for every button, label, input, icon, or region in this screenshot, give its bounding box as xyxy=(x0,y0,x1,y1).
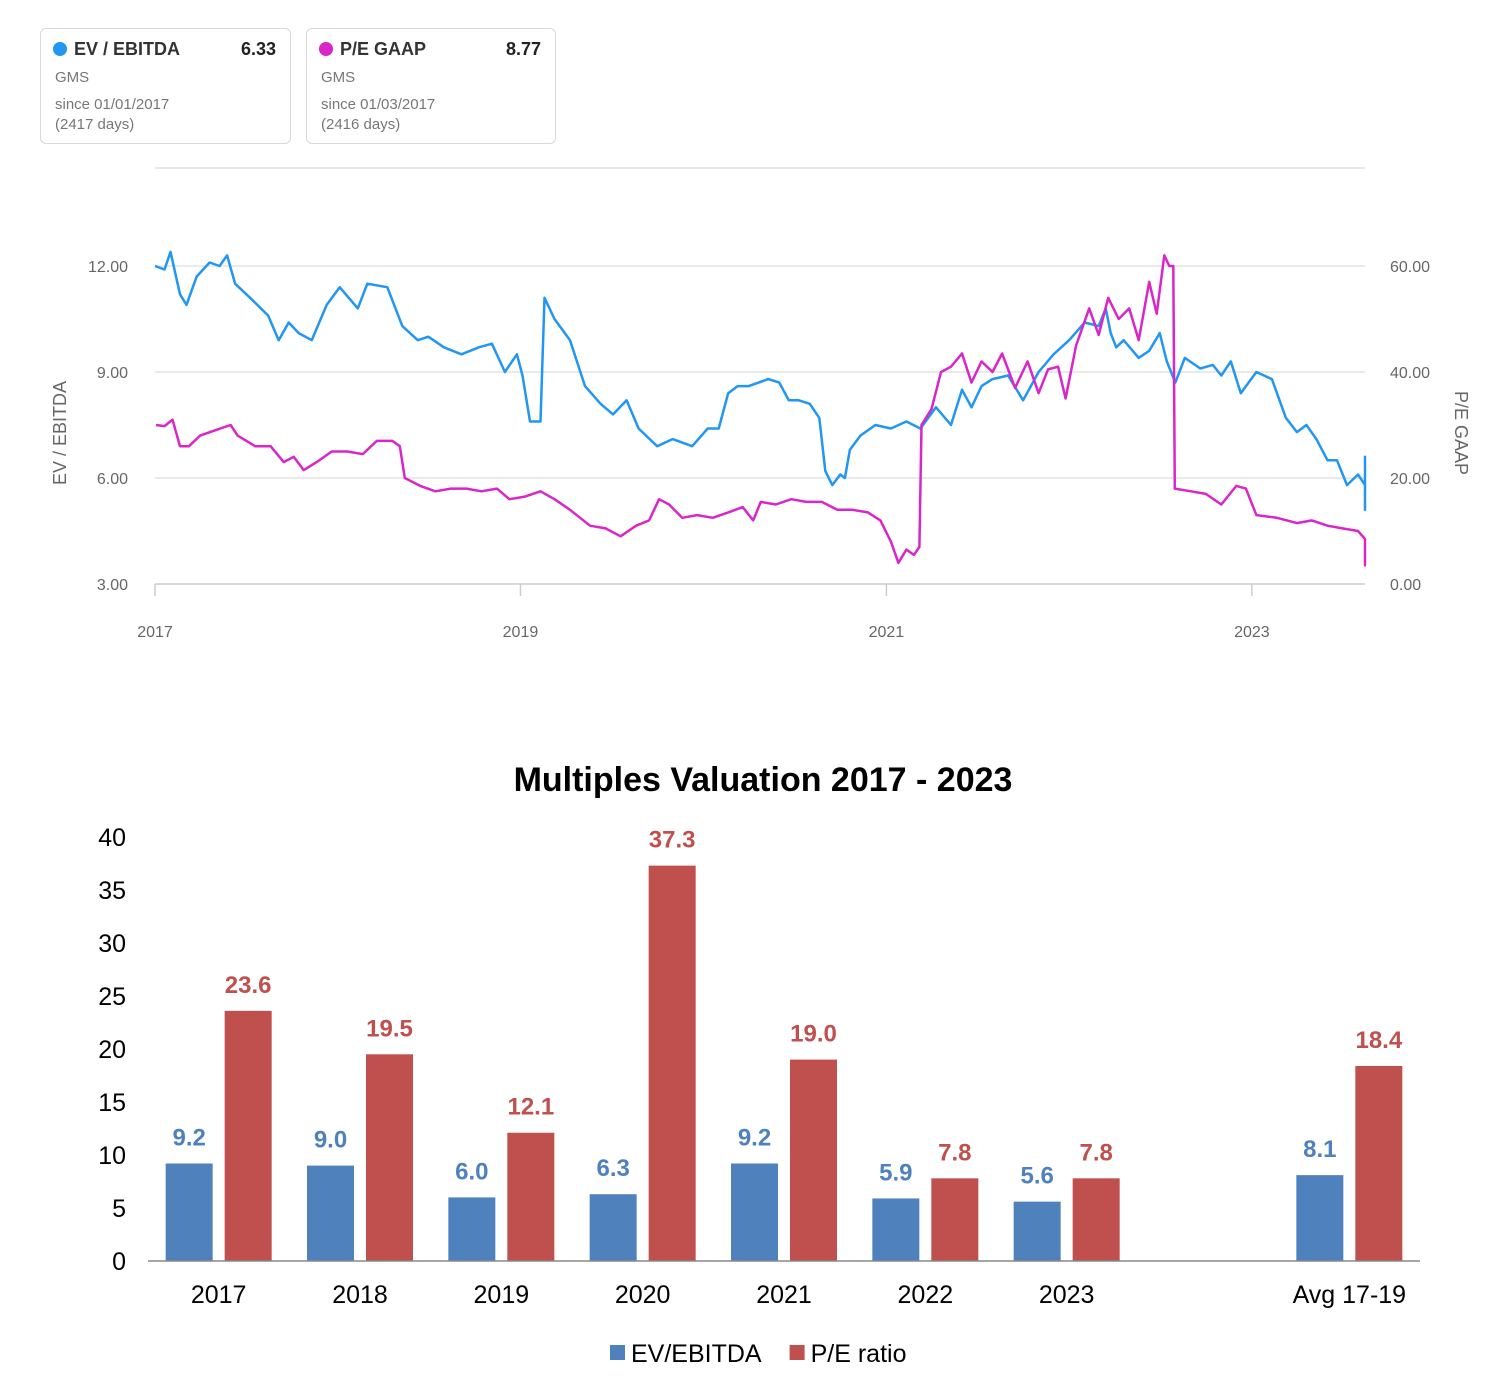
bar-ev-ebitda xyxy=(589,1194,637,1261)
bar-p-e-ratio xyxy=(224,1010,272,1261)
x-category-label: Avg 17-19 xyxy=(1293,1281,1407,1309)
legend-swatch xyxy=(610,1345,625,1360)
bar-chart-title: Multiples Valuation 2017 - 2023 xyxy=(514,761,1013,799)
bar-data-label: 8.1 xyxy=(1303,1136,1336,1163)
bar-ev-ebitda xyxy=(165,1163,213,1261)
y-right-tick-label: 40.00 xyxy=(1390,365,1430,382)
y-tick-label: 0 xyxy=(112,1248,126,1276)
bar-ev-ebitda xyxy=(307,1165,354,1261)
bar-data-label: 9.2 xyxy=(738,1124,771,1151)
card-ticker: GMS xyxy=(55,69,90,86)
bar-chart-legend: EV/EBITDA P/E ratio xyxy=(610,1340,906,1368)
bar-p-e-ratio xyxy=(1072,1178,1120,1261)
bar-ev-ebitda xyxy=(1296,1175,1344,1261)
x-category-label: 2023 xyxy=(1039,1281,1095,1309)
line-chart: 12.00 9.00 6.00 3.00 60.00 40.00 20.00 0.00 2017… xyxy=(50,167,1471,641)
bar-p-e-ratio xyxy=(648,865,696,1261)
series-line-ev-ebitda xyxy=(154,250,1367,512)
bar-data-label: 37.3 xyxy=(649,827,696,854)
bar-data-label: 9.0 xyxy=(314,1127,347,1154)
series-line-p-e-gaap xyxy=(155,254,1367,567)
bar-data-label: 7.8 xyxy=(1079,1139,1112,1166)
metric-card-ev-ebitda[interactable]: EV / EBITDA 6.33 GMS since 01/01/2017 (2… xyxy=(40,28,291,144)
series-color-dot xyxy=(319,42,333,56)
x-tick-label: 2019 xyxy=(503,624,539,641)
line-chart-gridlines xyxy=(155,167,1365,585)
bar-data-label: 6.3 xyxy=(596,1155,629,1182)
bar-data-label: 6.0 xyxy=(455,1158,488,1185)
x-category-label: 2017 xyxy=(191,1281,247,1309)
bar-p-e-ratio xyxy=(507,1132,555,1261)
x-tick-label: 2021 xyxy=(869,624,905,641)
card-days-count: (2416 days) xyxy=(321,116,401,133)
y-tick-label: 35 xyxy=(98,877,126,905)
legend-label: P/E ratio xyxy=(811,1340,907,1368)
card-days-count: (2417 days) xyxy=(55,116,135,133)
x-tick-label: 2023 xyxy=(1234,624,1270,641)
x-category-label: 2019 xyxy=(474,1281,530,1309)
y-tick-label: 15 xyxy=(98,1089,126,1117)
bar-ev-ebitda xyxy=(448,1197,496,1261)
bar-p-e-ratio xyxy=(790,1059,837,1261)
line-chart-series xyxy=(154,250,1367,567)
bar-data-label: 19.0 xyxy=(790,1021,837,1048)
y-left-tick-label: 9.00 xyxy=(97,365,128,382)
bar-data-label: 7.8 xyxy=(938,1139,971,1166)
y-tick-label: 30 xyxy=(98,930,126,958)
y-left-axis-title: EV / EBITDA xyxy=(50,381,70,485)
bar-data-label: 19.5 xyxy=(366,1015,413,1042)
card-since-date: since 01/03/2017 xyxy=(321,96,436,113)
bar-data-label: 23.6 xyxy=(225,972,272,999)
bar-data-label: 5.9 xyxy=(879,1159,912,1186)
x-tick-label: 2017 xyxy=(137,624,173,641)
bar-p-e-ratio xyxy=(1355,1065,1403,1261)
bar-data-label: 9.2 xyxy=(172,1124,205,1151)
x-category-label: 2020 xyxy=(615,1281,671,1309)
bar-ev-ebitda xyxy=(1013,1201,1061,1261)
y-left-tick-label: 3.00 xyxy=(97,577,128,594)
bar-data-label: 12.1 xyxy=(507,1094,554,1121)
bar-ev-ebitda xyxy=(731,1163,778,1261)
y-tick-label: 5 xyxy=(112,1195,126,1223)
x-category-label: 2021 xyxy=(756,1281,812,1309)
card-metric-value: 6.33 xyxy=(240,39,276,59)
y-right-axis-title: P/E GAAP xyxy=(1451,391,1471,475)
x-category-label: 2018 xyxy=(332,1281,388,1309)
bar-chart-bars: 9.2 23.6 9.0 19.5 6.0 12.1 6.3 37.3 9.2 19.0 5.9 7.… xyxy=(165,827,1403,1261)
bar-data-label: 5.6 xyxy=(1020,1163,1053,1190)
y-right-tick-label: 20.00 xyxy=(1390,471,1430,488)
y-tick-label: 20 xyxy=(98,1036,126,1064)
line-chart-axes: 12.00 9.00 6.00 3.00 60.00 40.00 20.00 0.00 2017… xyxy=(50,259,1471,641)
card-metric-value: 8.77 xyxy=(505,39,541,59)
card-ticker: GMS xyxy=(321,69,356,86)
series-color-dot xyxy=(53,42,67,56)
legend-swatch xyxy=(789,1345,805,1360)
metric-card-pe-gaap[interactable]: P/E GAAP 8.77 GMS since 01/03/2017 (2416… xyxy=(306,28,556,144)
bar-p-e-ratio xyxy=(931,1178,979,1261)
bar-chart-x-axis: 2017 2018 2019 2020 2021 2022 2023 Avg 17-19 xyxy=(148,1260,1420,1309)
bar-ev-ebitda xyxy=(872,1198,920,1261)
bar-chart: Multiples Valuation 2017 - 2023 0 5 10 15 20… xyxy=(98,761,1420,1368)
bar-data-label: 18.4 xyxy=(1355,1027,1402,1054)
y-right-tick-label: 0.00 xyxy=(1390,577,1421,594)
y-tick-label: 25 xyxy=(98,983,126,1011)
bar-p-e-ratio xyxy=(366,1054,413,1261)
card-metric-name: EV / EBITDA xyxy=(74,39,181,59)
y-left-tick-label: 6.00 xyxy=(97,471,128,488)
y-right-tick-label: 60.00 xyxy=(1390,259,1430,276)
y-tick-label: 10 xyxy=(98,1142,126,1170)
bar-chart-y-axis: 0 5 10 15 20 25 30 35 40 xyxy=(98,824,126,1276)
x-category-label: 2022 xyxy=(898,1281,954,1309)
y-left-tick-label: 12.00 xyxy=(88,259,128,276)
card-metric-name: P/E GAAP xyxy=(340,39,427,59)
legend-label: EV/EBITDA xyxy=(631,1340,762,1368)
y-tick-label: 40 xyxy=(98,824,126,852)
card-since-date: since 01/01/2017 xyxy=(55,96,170,113)
